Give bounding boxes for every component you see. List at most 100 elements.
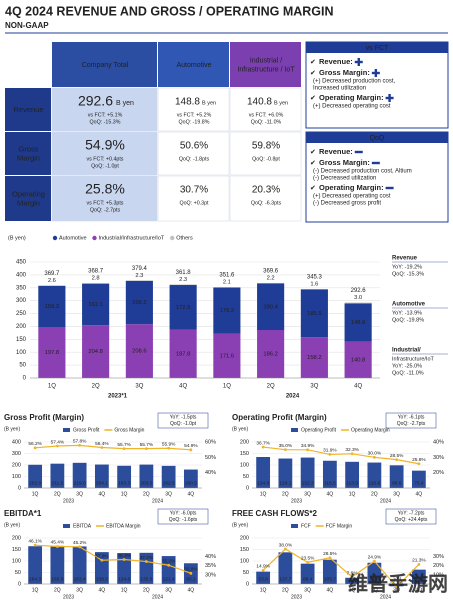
segment-label: 171.6 xyxy=(220,353,235,359)
x-tick-label: 3Q xyxy=(304,491,311,497)
box-note: (+) Decreased operating cost xyxy=(313,104,391,110)
line-label: 45.2% xyxy=(73,540,87,546)
sign-bar xyxy=(357,58,360,66)
segment-label: 185.5 xyxy=(307,311,322,317)
row-header-label: Operating xyxy=(12,189,45,198)
legend-label: Others xyxy=(176,235,193,241)
annotation-line: QoQ: -19.8% xyxy=(392,317,424,323)
column-header-label: Infrastructure / IoT xyxy=(237,66,295,73)
annotation-line: YoY: -6.1pts xyxy=(398,414,425,420)
bar-segment xyxy=(344,341,372,378)
cell-unit: B yen xyxy=(116,100,134,107)
box-item-label: Revenue: xyxy=(319,147,353,156)
legend-label: EBITDA xyxy=(73,523,92,529)
row-header xyxy=(5,176,51,221)
bar-label: 219.0 xyxy=(74,480,86,486)
bar-segment xyxy=(125,280,153,325)
y2-tick-label: 60% xyxy=(205,439,216,445)
y2-tick-label: 40% xyxy=(205,554,216,560)
x-tick-label: 1Q xyxy=(121,491,128,497)
cell-note: QoQ: -11.0% xyxy=(251,119,282,125)
line-point xyxy=(306,448,310,452)
x-tick-label: 1Q xyxy=(32,491,39,497)
line-label: 31.9% xyxy=(323,448,337,454)
bar xyxy=(72,462,87,488)
y-tick-label: 50 xyxy=(243,570,249,576)
total-label: 368.7 xyxy=(88,269,104,275)
title: 4Q 2024 REVENUE AND GROSS / OPERATING MA… xyxy=(5,4,334,18)
segment-label: 159.2 xyxy=(45,304,60,310)
line-label: 56.2% xyxy=(28,441,42,447)
bar-label: 53.8 xyxy=(258,576,268,582)
bar xyxy=(72,546,87,584)
bar-segment xyxy=(82,325,110,378)
y2-tick-label: 10% xyxy=(433,572,444,578)
line-label: 35.2% xyxy=(162,558,176,564)
bar-segment xyxy=(125,324,153,378)
x-tick-label: 4Q xyxy=(327,587,334,593)
legend-label: Automotive xyxy=(59,235,87,241)
x-tick-label: 2Q xyxy=(54,491,61,497)
cell-value: 30.7% xyxy=(180,185,208,196)
year-label: 2023 xyxy=(291,498,302,504)
line-label: 28.5% xyxy=(323,551,337,557)
bar-segment xyxy=(213,287,241,288)
y-tick-label: 200 xyxy=(12,462,21,468)
bar-segment xyxy=(38,285,66,286)
y-tick-label: 150 xyxy=(16,337,27,343)
annotation-line: QoQ: -1.6pts xyxy=(169,517,198,523)
line-label: 55.7% xyxy=(140,442,154,448)
bar-segment xyxy=(344,303,372,342)
x-tick-label: 2Q xyxy=(282,587,289,593)
bar-label: -10.1 xyxy=(391,576,402,582)
line-label: 57.8% xyxy=(73,439,87,445)
legend-label: Operating Margin xyxy=(351,427,390,433)
cell-note: QoQ: -15.3% xyxy=(90,119,121,125)
line xyxy=(35,544,192,574)
line-point xyxy=(283,547,287,551)
segment-label: 148.8 xyxy=(351,320,366,326)
box-note: (+) Decreased production cost, xyxy=(313,79,396,85)
cell-note: QoQ: +0.3pt xyxy=(179,200,209,206)
bar xyxy=(411,569,426,584)
bar-label: 132.3 xyxy=(302,480,314,486)
y-tick-label: 50 xyxy=(15,570,21,576)
line-label: 32.3% xyxy=(345,447,359,453)
legend-label: EBITDA Margin xyxy=(106,523,141,529)
bar-segment xyxy=(38,327,66,378)
segment-label: 2.1 xyxy=(223,280,231,286)
box-title: vs FCT xyxy=(366,45,389,52)
bar-label: 164.3 xyxy=(29,576,41,582)
row-header xyxy=(5,132,51,175)
bar-label: 113.9 xyxy=(346,480,358,486)
bar-label: 135.6 xyxy=(140,576,152,582)
sign-bar xyxy=(354,150,363,154)
bullet: ✔ xyxy=(310,95,316,102)
year-label: 2024 xyxy=(152,498,163,504)
x-tick-label: 3Q xyxy=(76,491,83,497)
bar-label: 165.9 xyxy=(51,576,63,582)
y-tick-label: 250 xyxy=(16,311,27,317)
bar xyxy=(367,562,382,584)
bar-label: 203.5 xyxy=(140,480,152,486)
line-point xyxy=(167,446,171,450)
row-header-label: Margin xyxy=(17,153,40,162)
line-point xyxy=(33,446,37,450)
bar-segment xyxy=(213,287,241,334)
legend-label: Gross Profit xyxy=(73,427,100,433)
bar-label: 75.4 xyxy=(414,480,424,486)
bullet: ✔ xyxy=(310,185,316,192)
line-point xyxy=(122,447,126,450)
bar-label: 134.6 xyxy=(118,576,130,582)
bar-label: 62.4 xyxy=(414,576,424,582)
annotation-line: QoQ: -11.0% xyxy=(392,370,424,376)
line-label: 38.0% xyxy=(279,542,293,548)
box-item-label: Operating Margin: xyxy=(319,183,384,192)
y-tick-label: 50 xyxy=(243,474,249,480)
bar-label: 92.4 xyxy=(370,576,380,582)
x-tick-label: 4Q xyxy=(99,491,106,497)
line-label: 57.4% xyxy=(51,439,65,445)
x-tick-label: 1Q xyxy=(121,587,128,593)
chart-title: FREE CASH FLOWS*2 xyxy=(232,509,317,518)
year-label: 2023 xyxy=(291,594,302,600)
